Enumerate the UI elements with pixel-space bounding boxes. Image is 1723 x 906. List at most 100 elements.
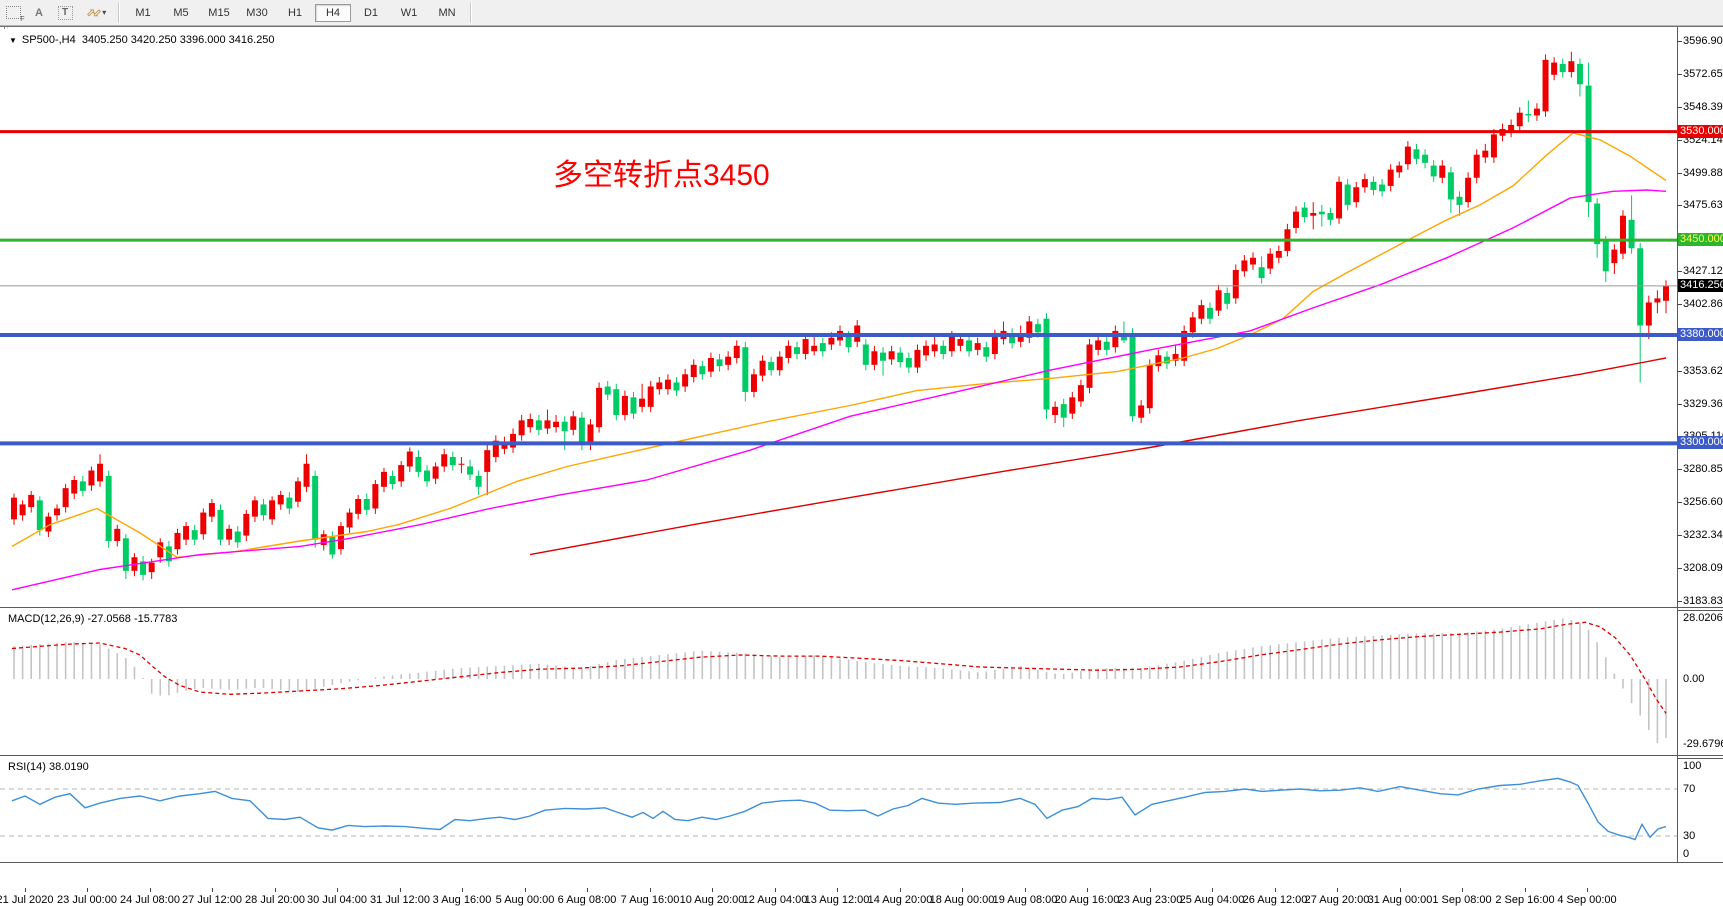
text-tool-icon[interactable]: T	[53, 3, 77, 23]
rsi-panel[interactable]: RSI(14) 38.0190	[0, 758, 1677, 862]
price-tick-label: 3596.905	[1683, 35, 1723, 47]
tab-timeframe-M30[interactable]: M30	[246, 6, 268, 19]
candle-body	[1594, 203, 1601, 245]
chart-annotation-text[interactable]: 多空转折点3450	[553, 159, 770, 192]
candle-body	[630, 397, 637, 414]
tab-timeframe-D1[interactable]: D1	[363, 6, 379, 19]
price-tick-label: 3402.865	[1683, 298, 1723, 310]
template-grid-icon[interactable]	[1, 3, 25, 23]
tab-timeframe-M5[interactable]: M5	[173, 6, 189, 19]
price-tick-mark	[1677, 304, 1682, 305]
tab-timeframe-M1[interactable]: M1	[135, 6, 151, 19]
price-tick-label: 3548.395	[1683, 101, 1723, 113]
candle-body	[1310, 213, 1317, 216]
candle-body	[1654, 298, 1661, 303]
candle-body	[1120, 333, 1127, 341]
candle-body	[28, 494, 35, 508]
candle-body	[389, 475, 396, 485]
candle-body	[1172, 353, 1179, 361]
font-icon[interactable]: A	[35, 6, 43, 19]
candle-body	[1542, 59, 1549, 112]
tab-timeframe-H1[interactable]: H1	[287, 6, 303, 19]
time-tick-mark	[1525, 888, 1526, 892]
candle-body	[553, 421, 560, 428]
time-tick-label: 26 Aug 12:00	[1242, 894, 1308, 906]
candle-body	[1619, 215, 1626, 254]
candle-body	[1301, 207, 1308, 218]
candle-body	[673, 382, 680, 391]
candle-body	[441, 454, 448, 467]
candle-body	[1404, 146, 1411, 165]
tab-timeframe-M15[interactable]: M15	[208, 6, 230, 19]
candle-body	[380, 471, 387, 487]
time-tick-mark	[525, 888, 526, 892]
symbol-ohlc-header[interactable]: ▼ SP500-,H4 3405.250 3420.250 3396.000 34…	[9, 34, 275, 46]
price-tick-mark	[1677, 41, 1682, 42]
time-tick-label: 24 Jul 08:00	[120, 894, 180, 906]
time-tick-label: 5 Aug 00:00	[495, 894, 555, 906]
candle-body	[191, 530, 198, 540]
candle-body	[690, 364, 697, 378]
time-tick-mark	[1025, 888, 1026, 892]
candle-body	[1370, 181, 1377, 190]
price-tick-label: 3427.120	[1683, 265, 1723, 277]
candle-body	[62, 488, 69, 508]
candle-body	[303, 463, 310, 487]
tab-timeframe-H4[interactable]: H4	[315, 3, 351, 22]
candle-body	[1456, 196, 1463, 205]
candle-body	[1602, 241, 1609, 272]
time-tick-label: 19 Aug 08:00	[992, 894, 1058, 906]
time-tick-label: 7 Aug 16:00	[620, 894, 680, 906]
candle-body	[828, 337, 835, 345]
time-tick-mark	[1275, 888, 1276, 892]
tab-timeframe-W1[interactable]: W1	[400, 6, 418, 19]
candle-body	[294, 481, 301, 502]
candle-body	[1413, 149, 1420, 159]
candle-body	[639, 398, 646, 407]
tab-timeframe-MN[interactable]: MN	[438, 6, 456, 19]
candle-body	[1077, 385, 1084, 402]
candle-body	[768, 362, 775, 371]
price-tick-mark	[1677, 173, 1682, 174]
toolbar-separator	[118, 2, 120, 23]
price-tick-mark	[1677, 502, 1682, 503]
rsi-canvas[interactable]	[0, 758, 1677, 862]
time-tick-label: 14 Aug 20:00	[867, 894, 933, 906]
chevron-down-icon[interactable]: ▾	[102, 8, 107, 17]
time-tick-label: 3 Aug 16:00	[432, 894, 492, 906]
collapse-caret-icon[interactable]: ▼	[9, 36, 17, 45]
price-tick-mark	[1677, 107, 1682, 108]
time-tick-mark	[775, 888, 776, 892]
time-tick-label: 10 Aug 20:00	[679, 894, 745, 906]
candle-body	[140, 561, 147, 575]
candle-body	[174, 532, 181, 550]
candle-body	[114, 528, 121, 542]
candle-body	[346, 512, 353, 528]
macd-tick-label: 28.0206	[1683, 612, 1723, 624]
macd-canvas[interactable]	[0, 610, 1677, 755]
time-tick-mark	[587, 888, 588, 892]
time-tick-mark	[837, 888, 838, 892]
rsi-tick-label: 0	[1683, 848, 1690, 860]
arrows-tool-icon[interactable]: ⬀⬃ ▾	[79, 3, 113, 23]
ma-slow-red	[529, 357, 1667, 556]
candle-body	[1628, 219, 1635, 249]
timeframe-button-group: M1 M5 M15 M30 H1 H4 D1 W1 MN	[124, 3, 466, 22]
candle-body	[286, 497, 293, 509]
time-tick-label: 12 Aug 04:00	[742, 894, 808, 906]
macd-panel[interactable]: MACD(12,26,9) -27.0568 -15.7783	[0, 610, 1677, 755]
candle-body	[312, 475, 319, 540]
candle-body	[1473, 154, 1480, 178]
price-tick-label: 3183.835	[1683, 595, 1723, 607]
candle-body	[1637, 248, 1644, 326]
time-tick-mark	[1087, 888, 1088, 892]
price-tick-label: 3208.090	[1683, 562, 1723, 574]
price-panel[interactable]: ▼ SP500-,H4 3405.250 3420.250 3396.000 34…	[0, 29, 1677, 607]
price-chart-canvas[interactable]	[0, 29, 1677, 607]
candle-body	[157, 542, 164, 558]
candle-body	[897, 352, 904, 363]
time-tick-mark	[25, 888, 26, 892]
candle-body	[234, 531, 241, 543]
candle-body	[1052, 406, 1059, 415]
candle-body	[1663, 285, 1669, 301]
